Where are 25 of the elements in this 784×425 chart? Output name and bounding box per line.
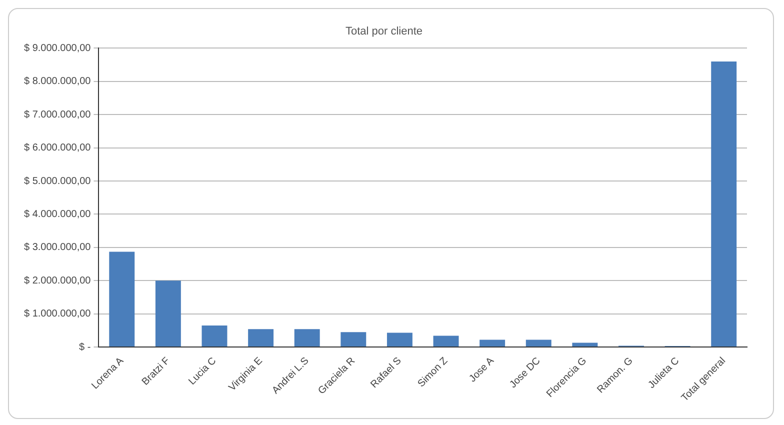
bar: [155, 280, 181, 347]
bar: [433, 336, 459, 347]
y-tick-label: $ 9.000.000,00: [24, 42, 92, 54]
chart-title: Total por cliente: [345, 26, 423, 38]
bar: [480, 340, 506, 347]
bar: [248, 329, 274, 347]
bar: [294, 329, 320, 347]
y-tick-label: $ 2.000.000,00: [24, 275, 92, 286]
y-tick-label: $ 4.000.000,00: [24, 208, 92, 220]
y-tick-label: $ 8.000.000,00: [24, 76, 92, 88]
y-tick-label: $ 1.000.000,00: [24, 308, 92, 320]
y-tick-label: $ 3.000.000,00: [24, 242, 92, 254]
x-tick-label: Jose DC: [508, 356, 543, 390]
y-tick-label: $ 6.000.000,00: [24, 142, 92, 154]
bar: [340, 332, 366, 347]
y-tick-label: $ 7.000.000,00: [24, 109, 92, 120]
bar: [572, 342, 598, 347]
bar: [386, 332, 412, 347]
bar: [526, 340, 552, 347]
y-tick-label: $ 5.000.000,00: [24, 176, 92, 187]
y-tick-label: $ -: [79, 342, 91, 353]
bar: [202, 325, 228, 347]
bar: [109, 252, 135, 347]
bar: [711, 61, 737, 347]
x-tick-label: Jose A: [467, 355, 497, 385]
